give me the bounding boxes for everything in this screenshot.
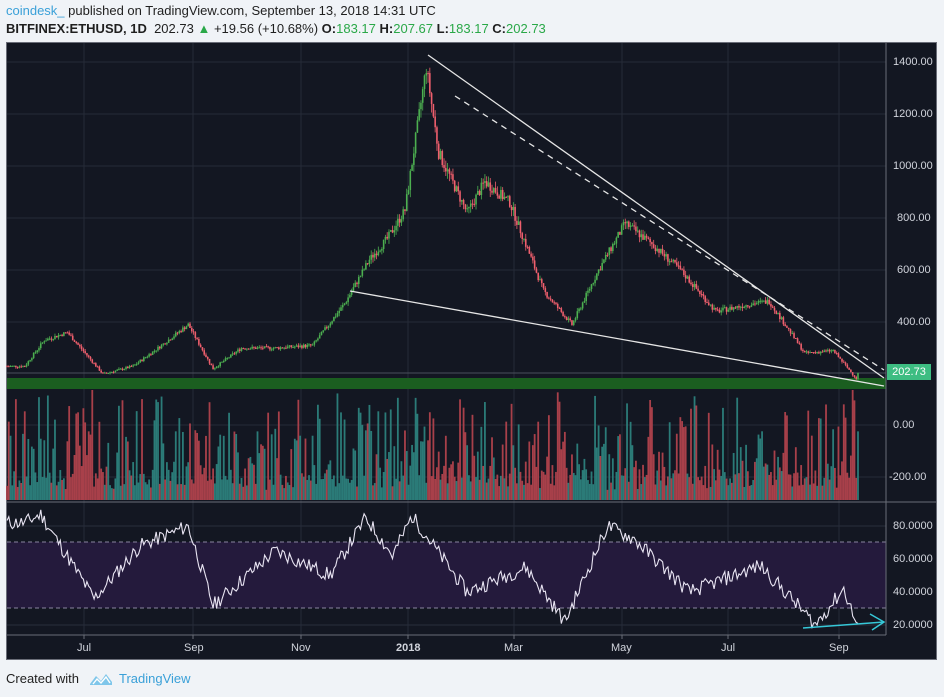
volume-oscillator-bars bbox=[6, 390, 859, 500]
time-tick: Jul bbox=[721, 642, 736, 654]
tradingview-logo-icon[interactable] bbox=[89, 672, 113, 686]
price-tick: 800.00 bbox=[897, 212, 931, 224]
time-tick: May bbox=[611, 642, 632, 654]
time-tick: Sep bbox=[829, 642, 849, 654]
price-candles bbox=[6, 67, 859, 381]
rsi-line bbox=[6, 509, 859, 629]
rsi-band-fill bbox=[7, 542, 886, 608]
last-price: 202.73 bbox=[154, 21, 194, 36]
high-label: H: bbox=[379, 21, 394, 36]
last-price-tag: 202.73 bbox=[887, 364, 931, 380]
high-value: 207.67 bbox=[393, 21, 433, 36]
rsi-tick: 20.0000 bbox=[893, 619, 933, 631]
created-with-text: Created with bbox=[6, 671, 79, 686]
divergence-arrow[interactable] bbox=[802, 613, 886, 631]
publish-text: published on TradingView.com, September … bbox=[64, 3, 436, 18]
support-zone bbox=[7, 378, 886, 389]
close-label: C: bbox=[492, 21, 507, 36]
price-tick: 600.00 bbox=[897, 264, 931, 276]
volume-tick: 0.00 bbox=[893, 419, 915, 431]
price-tick: 400.00 bbox=[897, 316, 931, 328]
symbol-name: BITFINEX:ETHUSD, 1D bbox=[6, 21, 147, 36]
open-label: O: bbox=[321, 21, 337, 36]
rsi-tick: 80.0000 bbox=[893, 520, 933, 532]
time-tick: Jul bbox=[77, 642, 92, 654]
symbol-legend: BITFINEX:ETHUSD, 1D 202.73 ▲ +19.56 (+10… bbox=[6, 21, 546, 36]
low-value: 183.17 bbox=[448, 21, 489, 36]
tradingview-link[interactable]: TradingView bbox=[118, 671, 191, 686]
time-tick: Nov bbox=[291, 642, 311, 654]
rsi-tick: 40.0000 bbox=[893, 586, 933, 598]
support-trendline[interactable] bbox=[349, 290, 885, 387]
footer: Created with TradingView bbox=[6, 671, 191, 686]
resistance-trendline[interactable] bbox=[427, 54, 885, 379]
publish-info: coindesk_ published on TradingView.com, … bbox=[6, 3, 436, 18]
price-tick: 1200.00 bbox=[893, 108, 933, 120]
low-label: L: bbox=[436, 21, 449, 36]
time-tick-year: 2018 bbox=[396, 642, 421, 654]
price-tick: 1000.00 bbox=[893, 160, 933, 172]
time-tick: Mar bbox=[504, 642, 523, 654]
up-triangle-icon: ▲ bbox=[197, 21, 211, 36]
price-tick: 1400.00 bbox=[893, 56, 933, 68]
time-tick: Sep bbox=[184, 642, 204, 654]
dashed-resistance-trendline[interactable] bbox=[454, 95, 885, 371]
close-value: 202.73 bbox=[506, 21, 546, 36]
rsi-tick: 60.0000 bbox=[893, 553, 933, 565]
price-change: +19.56 (+10.68%) bbox=[213, 21, 319, 36]
open-value: 183.17 bbox=[336, 21, 376, 36]
volume-tick: -200.00 bbox=[889, 471, 927, 483]
author-link[interactable]: coindesk_ bbox=[6, 3, 65, 18]
